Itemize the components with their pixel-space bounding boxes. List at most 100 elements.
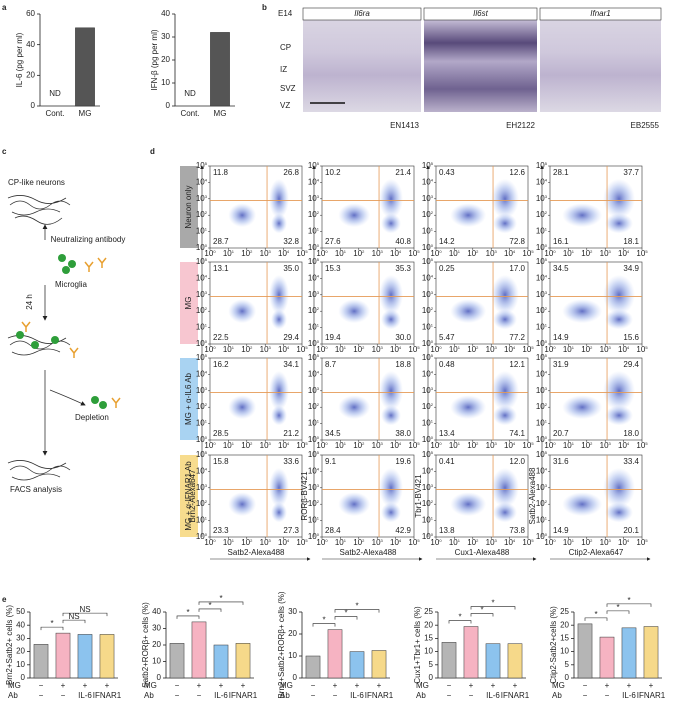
tick-base: 10 [467,249,476,258]
tick-base: 10 [308,467,317,476]
tick-exponent: 3 [495,441,498,446]
y-tick-label: 102 [422,306,434,315]
quadrant-percent: 14.9 [553,333,569,342]
tick-exponent: 4 [399,538,402,543]
tick-exponent: 2 [205,499,208,504]
tick-base: 10 [390,249,399,258]
tick-base: 10 [353,249,362,258]
significance-bracket [40,626,64,631]
probe-id: EB2555 [631,121,660,130]
tick-exponent: 0 [213,249,216,254]
y-tick-label: 20 [161,55,170,64]
x-tick-label: 105 [636,441,648,450]
tick-base: 10 [308,435,317,444]
y-tick-label: 101 [196,516,208,525]
x-tick-label: 105 [408,441,420,450]
y-tick-label: 100 [536,532,548,541]
tick-base: 10 [536,532,545,541]
tick-base: 10 [449,345,458,354]
tick-base: 10 [196,306,205,315]
density-cloud [493,309,517,330]
group-value: IL-6 [350,691,364,700]
tick-exponent: 0 [325,249,328,254]
significance-bracket [198,601,244,605]
x-axis-label: Cux1-Alexa488 [455,548,510,557]
x-tick-label: 102 [581,441,593,450]
y-axis-label: RORβ-BV421 [300,471,309,521]
density-cloud [228,299,257,324]
x-tick-label: 102 [581,249,593,258]
tick-base: 10 [422,227,431,236]
significance-bracket [198,608,222,612]
tick-exponent: 2 [545,210,548,215]
group-value: − [175,681,180,690]
panel-letter: d [150,147,155,156]
quadrant-percent: 18.0 [623,429,639,438]
tick-base: 10 [486,345,495,354]
quadrant-percent: 13.1 [213,264,229,273]
group-value: + [83,681,88,690]
tick-exponent: 5 [431,161,434,166]
y-tick-label: 104 [536,273,548,282]
tick-exponent: 3 [545,386,548,391]
tick-base: 10 [260,345,269,354]
quadrant-percent: 12.6 [509,168,525,177]
tick-base: 10 [636,538,645,547]
significance-label: * [480,606,483,615]
group-value: IFNAR1 [365,691,394,700]
y-axis-label: Satb2+RORβ+ cells (%) [141,602,150,688]
y-tick-label: 30 [152,624,161,633]
bar [210,32,230,107]
group-label: Ab [280,691,290,700]
significance-bracket [62,612,108,617]
x-tick-label: 104 [618,441,630,450]
quadrant-percent: 14.9 [553,526,569,535]
tick-exponent: 4 [317,466,320,471]
quadrant-percent: 20.1 [623,526,639,535]
group-label: Ab [144,691,154,700]
y-tick-label: 100 [536,243,548,252]
x-tick-label: 104 [278,441,290,450]
significance-bracket [312,623,336,627]
y-tick-label: 103 [422,290,434,299]
tick-base: 10 [308,210,317,219]
tick-exponent: 2 [250,345,253,350]
tick-base: 10 [308,323,317,332]
x-tick-label: 100 [430,249,442,258]
x-tick-label: 105 [296,345,308,354]
tick-base: 10 [241,249,250,258]
quadrant-percent: 28.7 [213,237,229,246]
density-cloud [603,274,635,315]
tick-exponent: 2 [250,538,253,543]
y-tick-label: 103 [308,194,320,203]
x-tick-label: 102 [467,345,479,354]
tick-base: 10 [504,538,513,547]
y-tick-label: 40 [16,620,25,629]
y-tick-label: 104 [196,466,208,475]
significance-label: * [219,594,222,603]
tick-exponent: 4 [287,345,290,350]
tick-exponent: 3 [381,249,384,254]
y-tick-label: 101 [536,516,548,525]
tick-base: 10 [372,249,381,258]
y-tick-label: 103 [422,386,434,395]
x-tick-label: 105 [408,538,420,547]
significance-bracket [584,617,608,621]
tick-exponent: 5 [545,450,548,455]
density-cloud [493,502,517,523]
x-tick-label: 103 [600,441,612,450]
y-tick-label: 100 [308,435,320,444]
y-tick-label: 10 [424,647,433,656]
x-tick-label: 100 [544,441,556,450]
y-tick-label: 102 [308,306,320,315]
significance-label: * [491,599,494,608]
group-value: + [333,681,338,690]
tick-exponent: 3 [205,290,208,295]
tick-base: 10 [522,538,531,547]
tick-base: 10 [536,499,545,508]
tick-base: 10 [196,402,205,411]
quadrant-percent: 23.3 [213,526,229,535]
tick-exponent: 2 [317,499,320,504]
tick-exponent: 4 [545,273,548,278]
tick-base: 10 [430,441,439,450]
